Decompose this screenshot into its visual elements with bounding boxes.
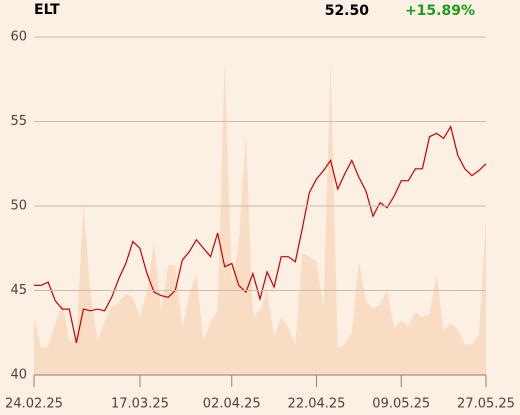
- x-tick-label: 02.04.25: [203, 397, 261, 412]
- y-tick-label: 50: [10, 199, 27, 214]
- ticker: ELT: [34, 2, 60, 18]
- y-tick-label: 60: [10, 30, 27, 45]
- volume-area: [34, 62, 486, 376]
- price-line: [34, 125, 487, 344]
- x-tick-label: 09.05.25: [372, 397, 430, 412]
- last-price: 52.50: [325, 3, 370, 19]
- x-tick-label: 27.05.25: [457, 397, 515, 412]
- x-tick-label: 17.03.25: [111, 397, 169, 412]
- y-tick-label: 55: [10, 114, 27, 129]
- x-tick-label: 24.02.25: [5, 397, 63, 412]
- price-change: +15.89%: [405, 3, 475, 19]
- y-tick-label: 40: [10, 368, 27, 383]
- x-tick-label: 22.04.25: [288, 397, 346, 412]
- y-tick-label: 45: [10, 283, 27, 298]
